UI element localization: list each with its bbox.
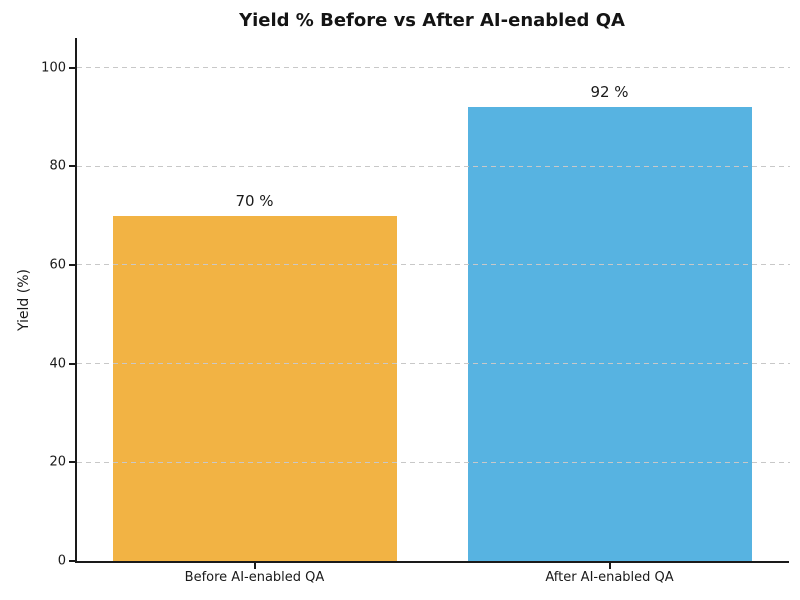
y-tick-label: 0: [57, 553, 66, 569]
y-axis-label: Yield (%): [16, 268, 32, 332]
y-tick-mark-80: [69, 165, 75, 168]
chart-title: Yield % Before vs After AI-enabled QA: [239, 10, 625, 31]
y-tick-mark-100: [69, 66, 75, 69]
bar-1: [112, 215, 397, 561]
y-tick-mark-0: [69, 560, 75, 562]
gridline-y-80: [77, 165, 790, 167]
y-tick-mark-60: [69, 263, 75, 266]
y-tick-label: 60: [49, 257, 66, 273]
bar-value-label: 92 %: [590, 83, 629, 102]
y-tick-mark-20: [69, 461, 75, 464]
x-tick-mark: [253, 563, 256, 569]
x-axis-spine: [75, 561, 789, 563]
y-tick-label: 20: [49, 454, 66, 470]
y-tick-label: 100: [41, 60, 66, 76]
bar-2: [467, 107, 752, 561]
gridline-y-100: [77, 67, 790, 69]
bar-value-label: 70 %: [235, 191, 274, 210]
gridline-y-40: [77, 363, 790, 365]
gridline-y-60: [77, 264, 790, 266]
y-tick-mark-40: [69, 362, 75, 365]
plot-area: 0 20 40 60 80 100 70 % Before AI-enabled QA 92 %…: [41, 38, 790, 585]
x-tick-mark: [608, 563, 611, 569]
gridline-y-20: [77, 461, 790, 463]
y-tick-label: 40: [49, 356, 66, 372]
y-axis-spine: [75, 38, 77, 563]
y-tick-label: 80: [49, 158, 66, 174]
x-tick-label: After AI-enabled QA: [545, 570, 674, 585]
x-tick-label: Before AI-enabled QA: [184, 570, 325, 585]
